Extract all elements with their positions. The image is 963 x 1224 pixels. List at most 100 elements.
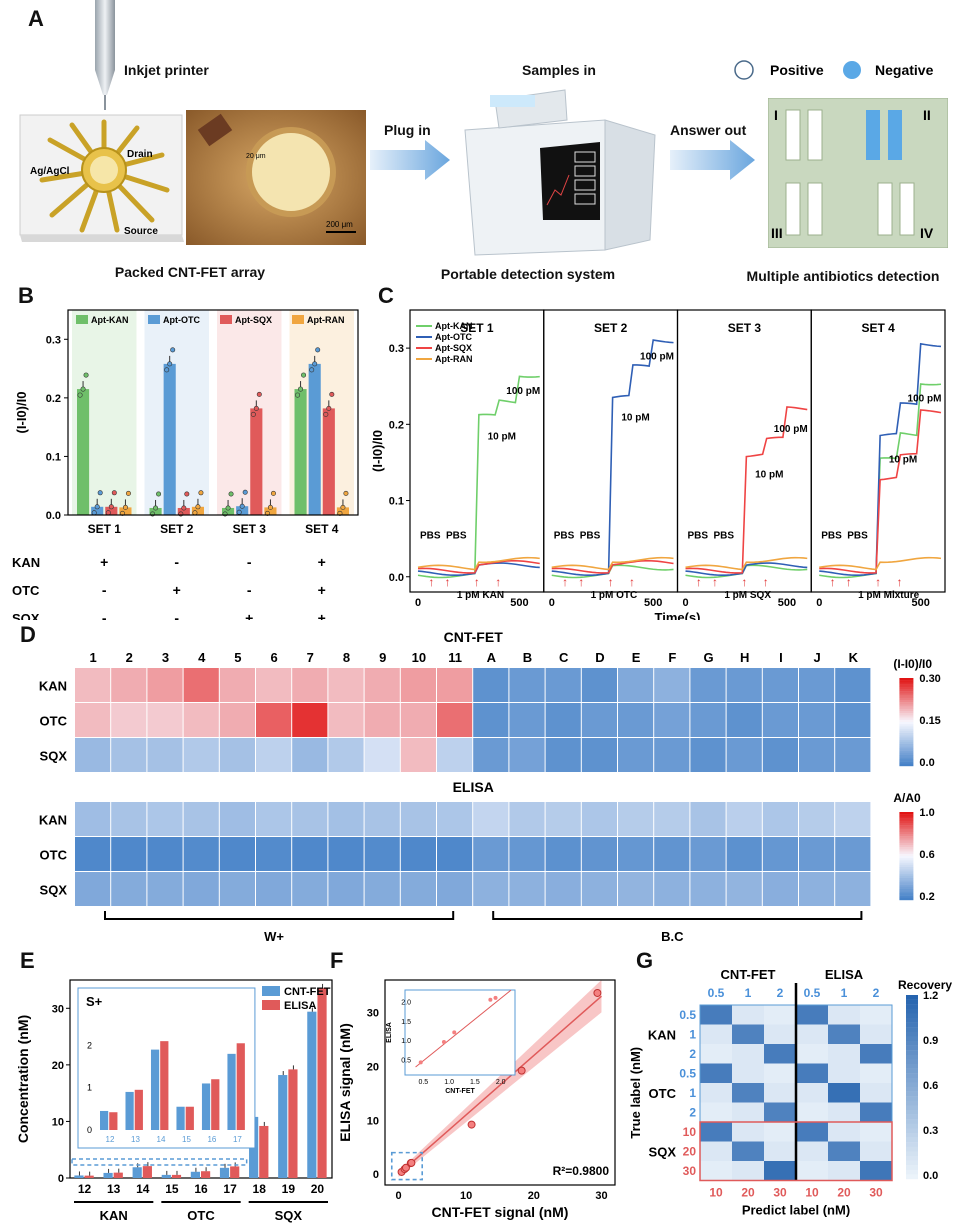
trace-line	[819, 556, 942, 571]
source-label: Source	[124, 226, 158, 237]
data-point	[323, 411, 329, 417]
x-tick-label: 0	[395, 1190, 401, 1202]
y-axis-label: (I-I0)/I0	[14, 392, 29, 434]
y-tick-label: 0.0	[46, 510, 61, 522]
heatmap-cell	[219, 872, 255, 906]
bottom-tick: 30	[869, 1186, 883, 1200]
heatmap-cell	[545, 668, 581, 702]
plot-frame	[67, 309, 359, 516]
colorbar-tick: 0.15	[919, 715, 940, 727]
row-group-label: SQX	[649, 1144, 677, 1159]
matrix-cell	[732, 1102, 764, 1122]
group-label: SQX	[275, 1208, 303, 1223]
colorbar-segment	[906, 1119, 918, 1124]
sign-mark: +	[173, 582, 181, 598]
heatmap-cell	[256, 872, 292, 906]
colorbar-segment	[899, 884, 914, 887]
answer-out-label: Answer out	[670, 122, 747, 138]
colorbar-segment	[899, 697, 914, 701]
bar	[230, 1166, 240, 1178]
matrix-cell	[700, 1141, 732, 1161]
colorbar-segment	[906, 1059, 918, 1065]
matrix-cell	[828, 1122, 860, 1142]
heatmap-cell	[75, 668, 111, 702]
matrix-cell	[764, 1044, 796, 1064]
heatmap-cell	[328, 872, 364, 906]
bar	[105, 506, 118, 515]
data-point	[97, 490, 103, 496]
x-tick-label: 10	[460, 1190, 472, 1202]
colorbar-segment	[899, 860, 914, 863]
heatmap-cell	[111, 703, 147, 737]
bar	[177, 507, 190, 515]
quadrant-2-label: II	[923, 107, 931, 123]
data-point	[181, 505, 187, 511]
data-point	[326, 405, 332, 411]
data-point	[170, 347, 176, 353]
y-tick-label: 0.2	[389, 419, 404, 431]
bar	[132, 1167, 142, 1178]
conc-label: 100 pM	[774, 424, 808, 435]
colorbar-segment	[899, 761, 914, 764]
colorbar-segment	[899, 834, 914, 837]
heatmap-cell	[581, 802, 617, 836]
colorbar-segment	[899, 724, 914, 727]
matrix-cell	[796, 1044, 828, 1064]
colorbar-segment	[899, 730, 914, 734]
legend-swatch	[262, 1000, 280, 1010]
trace-line	[551, 556, 674, 571]
inset-x-tick: 16	[207, 1135, 216, 1144]
colorbar-segment	[899, 711, 914, 714]
inset-y-tick: 1	[87, 1083, 92, 1093]
plot-frame	[384, 979, 616, 1186]
heatmap-cell	[111, 837, 147, 871]
colorbar-segment	[899, 840, 914, 843]
quadrant-3-label: III	[771, 225, 783, 241]
heatmap-cell	[328, 668, 364, 702]
injection-label: 1 pM SQX	[724, 590, 771, 601]
heatmap-cell	[219, 802, 255, 836]
row-group-label: KAN	[648, 1027, 676, 1042]
heatmap-cell	[473, 738, 509, 772]
heatmap-cell	[762, 703, 798, 737]
colorbar-segment	[906, 1174, 918, 1180]
heatmap-cell	[618, 837, 654, 871]
legend-label: Apt-OTC	[163, 315, 200, 325]
colorbar-segment	[899, 752, 914, 756]
row-tick: 1	[689, 1086, 696, 1100]
matrix-cell	[700, 1161, 732, 1181]
y-tick-label: 0.1	[46, 451, 61, 463]
colorbar-segment	[906, 995, 918, 1000]
colorbar-segment	[899, 708, 914, 712]
matrix-title: CNT-FET	[721, 967, 776, 982]
data-point	[467, 1120, 476, 1129]
data-point	[343, 490, 349, 496]
colorbar-segment	[899, 842, 914, 846]
bar	[91, 506, 104, 515]
x-tick-label: 14	[136, 1182, 150, 1196]
bar	[307, 1011, 317, 1178]
heatmap-cell	[509, 703, 545, 737]
colorbar-segment	[899, 829, 914, 832]
data-point	[91, 510, 97, 516]
colorbar-segment	[899, 737, 914, 740]
inset-x-tick: 17	[233, 1135, 242, 1144]
scale-bar-large: 200 μm	[326, 220, 353, 229]
heatmap-title: ELISA	[453, 779, 494, 795]
matrix-cell	[732, 1122, 764, 1142]
matrix-cell	[700, 1024, 732, 1044]
data-point	[167, 361, 173, 367]
data-point	[253, 405, 259, 411]
bar	[288, 1069, 298, 1178]
x-tick-label: 20	[311, 1182, 325, 1196]
y-tick-label: 10	[52, 1116, 64, 1128]
matrix-cell	[764, 1005, 796, 1025]
bar	[142, 1166, 152, 1178]
inset-x-tick: 0.5	[418, 1079, 428, 1086]
heatmap-cell	[726, 837, 762, 871]
colorbar-segment	[899, 827, 914, 830]
panel-label-f: F	[330, 948, 344, 973]
pbs-label: PBS	[714, 531, 735, 542]
top-tick: 2	[873, 986, 880, 1000]
colorbar-segment	[899, 825, 914, 828]
